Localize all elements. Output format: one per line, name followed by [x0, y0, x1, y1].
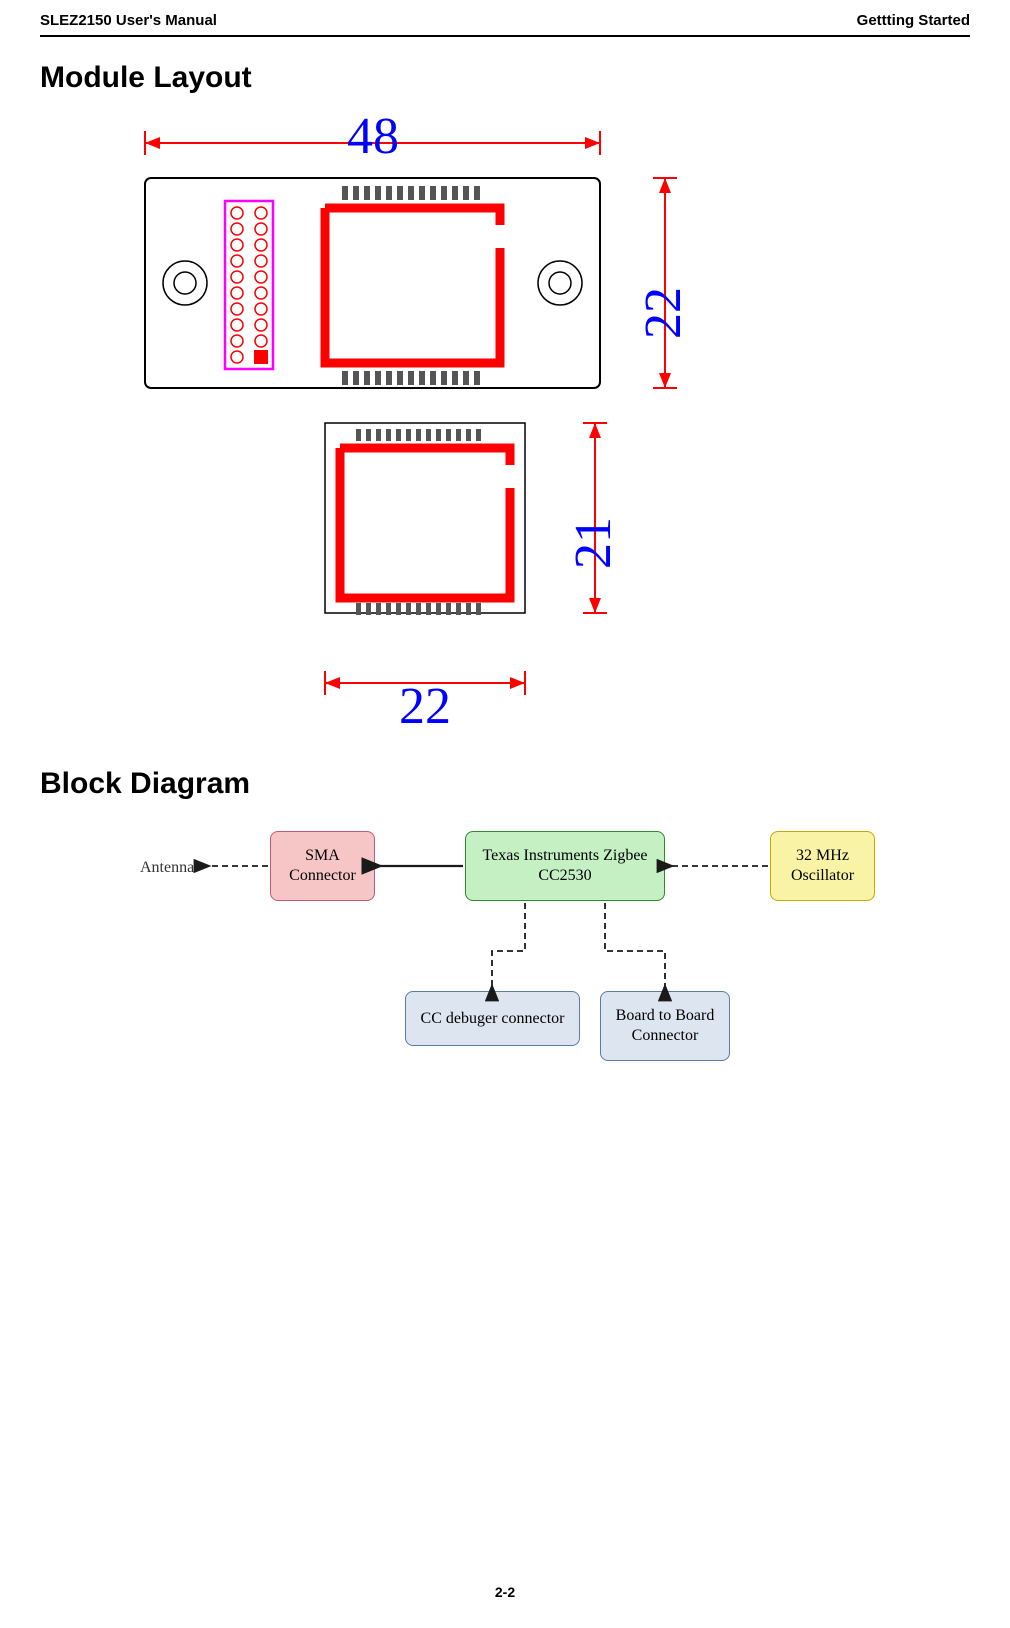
- page-number: 2-2: [0, 1584, 1010, 1600]
- header-left: SLEZ2150 User's Manual: [40, 12, 217, 29]
- debug-connector-text: CC debuger connector: [421, 1009, 565, 1029]
- zigbee-box: Texas Instruments ZigbeeCC2530: [465, 831, 665, 901]
- b2b-connector-text: Board to BoardConnector: [616, 1006, 715, 1046]
- dim-right-lower-label: 21: [565, 517, 622, 569]
- antenna-label: Antenna: [140, 859, 194, 877]
- dim-right-upper-label: 22: [635, 287, 692, 339]
- module-layout-figure: 48 22: [120, 113, 740, 743]
- sma-connector-box: SMAConnector: [270, 831, 375, 901]
- dim-bottom-label: 22: [399, 678, 451, 735]
- oscillator-text: 32 MHzOscillator: [791, 846, 854, 886]
- debug-connector-box: CC debuger connector: [405, 991, 580, 1046]
- dim-top-label: 48: [347, 113, 399, 165]
- sma-connector-text: SMAConnector: [289, 846, 356, 886]
- page-header: SLEZ2150 User's Manual Gettting Started: [40, 0, 970, 37]
- oscillator-box: 32 MHzOscillator: [770, 831, 875, 901]
- block-diagram-heading: Block Diagram: [40, 767, 970, 801]
- b2b-connector-box: Board to BoardConnector: [600, 991, 730, 1061]
- module-layout-svg: 48 22: [120, 113, 740, 743]
- zigbee-text: Texas Instruments ZigbeeCC2530: [482, 846, 647, 886]
- header-right: Gettting Started: [857, 12, 970, 29]
- module-layout-heading: Module Layout: [40, 61, 970, 95]
- block-diagram-figure: Antenna SMAConnector Texas Instruments Z…: [140, 821, 900, 1081]
